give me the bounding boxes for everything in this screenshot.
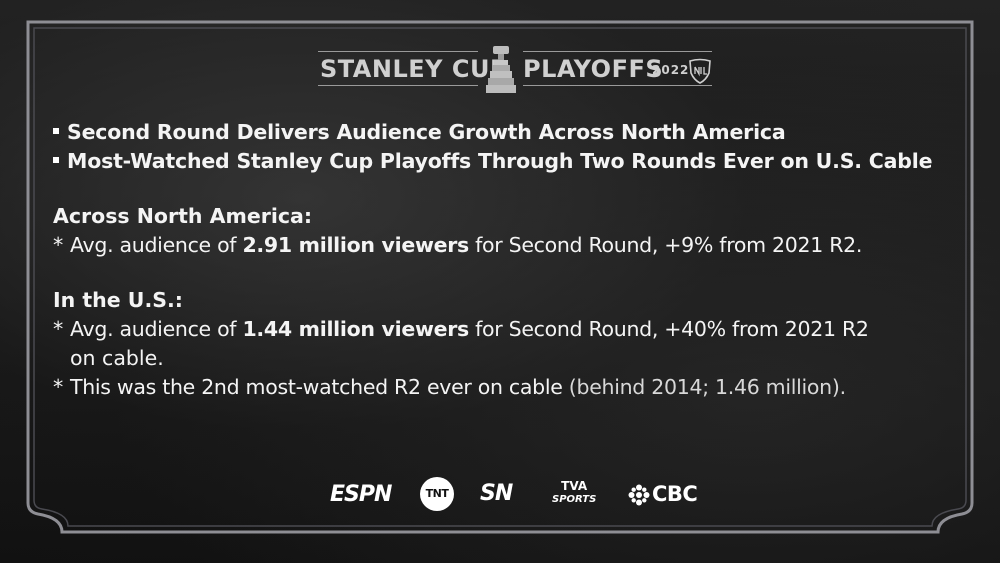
stanley-cup-playoffs-logo: STANLEY CUP PLAYOFFS 2022 — [318, 44, 712, 94]
header-stanley-cup-text: STANLEY CUP — [320, 55, 509, 83]
espn-logo: ESPN — [330, 482, 392, 507]
us-stat-line-1: * Avg. audience of 1.44 million viewers f… — [53, 317, 869, 341]
stanley-cup-trophy-icon — [486, 46, 516, 93]
header-rule-bottom-left — [318, 85, 478, 86]
tnt-logo: TNT — [420, 477, 454, 511]
north-america-stat-line: * Avg. audience of 2.91 million viewers f… — [53, 233, 863, 257]
us-heading: In the U.S.: — [53, 288, 183, 312]
header-playoffs-text: PLAYOFFS — [523, 55, 664, 83]
header-rule-top-right — [523, 51, 712, 52]
header-year-text: 2022 — [652, 63, 690, 77]
north-america-heading: Across North America: — [53, 204, 313, 228]
header-rule-top-left — [318, 51, 478, 52]
us-stat-line-1-continuation: on cable. — [70, 346, 164, 370]
cbc-logo: CBC — [652, 482, 698, 506]
us-stat-line-2-note: (behind 2014; 1.46 million). — [562, 375, 846, 399]
sportsnet-logo: SN — [480, 481, 513, 506]
cbc-gem-icon — [628, 484, 650, 506]
broadcaster-logos: ESPN TNT SN TVA SPORTS CBC — [330, 476, 710, 516]
header-rule-bottom-right — [523, 85, 712, 86]
bullet-square-icon — [53, 128, 59, 134]
headline-bullet-1: Second Round Delivers Audience Growth Ac… — [53, 118, 953, 147]
nhl-shield-icon — [689, 58, 711, 84]
headline-bullet-2: Most-Watched Stanley Cup Playoffs Throug… — [53, 147, 953, 176]
slide-content: Second Round Delivers Audience Growth Ac… — [53, 118, 953, 402]
us-stat-line-2: * This was the 2nd most-watched R2 ever o… — [53, 375, 846, 399]
bullet-square-icon — [53, 157, 59, 163]
tva-sports-logo: TVA SPORTS — [552, 479, 597, 505]
north-america-viewers-value: 2.91 million viewers — [242, 233, 469, 257]
us-viewers-value: 1.44 million viewers — [242, 317, 469, 341]
